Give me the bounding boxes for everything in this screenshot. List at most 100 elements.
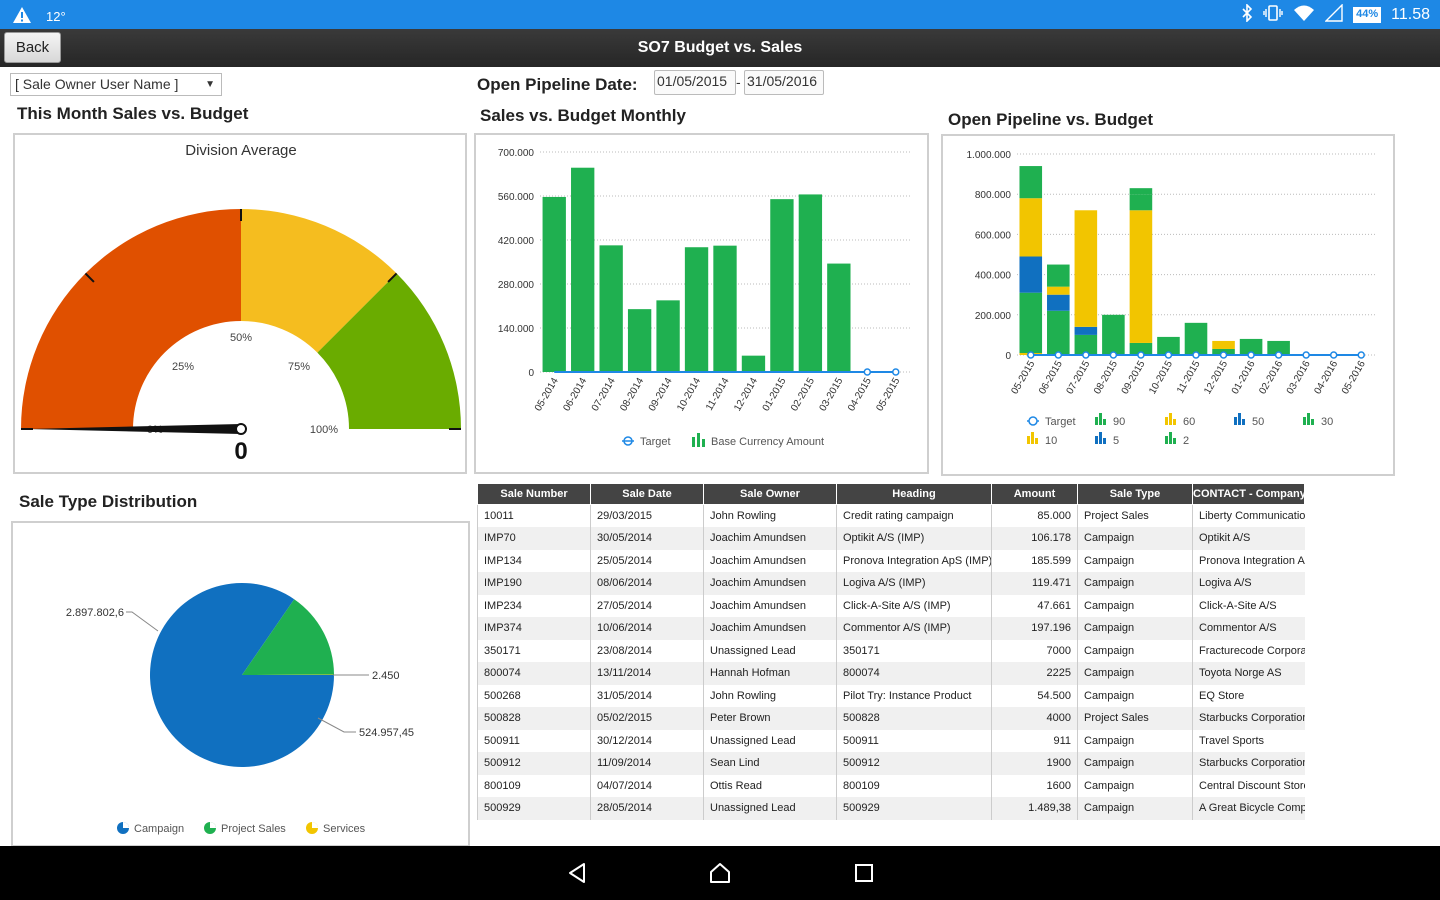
vibrate-icon xyxy=(1263,4,1283,26)
gauge-tick-mark xyxy=(84,272,95,283)
sale-owner-select[interactable]: [ Sale Owner User Name ] ▼ xyxy=(10,73,222,96)
table-row[interactable]: 10011 29/03/2015 John Rowling Credit rating… xyxy=(477,504,1305,527)
table-cell: 29/03/2015 xyxy=(590,504,704,527)
stack-segment xyxy=(1019,256,1043,293)
y-tick-label: 140.000 xyxy=(498,324,535,335)
y-tick-label: 200.000 xyxy=(975,311,1012,322)
x-tick-label: 09-2014 xyxy=(647,376,675,414)
stack-segment xyxy=(1267,340,1290,355)
table-cell: Campaign xyxy=(1077,549,1193,572)
target-point xyxy=(1082,351,1090,359)
table-cell: 500828 xyxy=(836,707,992,730)
x-tick-label: 02-2016 xyxy=(1257,359,1285,397)
table-cell: 500828 xyxy=(477,707,591,730)
table-row[interactable]: 350171 23/08/2014 Unassigned Lead 350171 700… xyxy=(477,639,1305,662)
home-nav-icon[interactable] xyxy=(708,861,732,890)
table-cell: Pronova Integration ApS (IMP) xyxy=(836,549,992,572)
legend-bar-marker xyxy=(1031,432,1034,444)
table-row[interactable]: IMP70 30/05/2014 Joachim Amundsen Optikit A… xyxy=(477,527,1305,550)
x-tick-label: 05-2015 xyxy=(1009,359,1037,397)
bar xyxy=(542,196,566,372)
legend-bar-marker xyxy=(1303,417,1306,425)
table-cell: IMP374 xyxy=(477,617,591,640)
table-row[interactable]: IMP190 08/06/2014 Joachim Amundsen Logiva A… xyxy=(477,572,1305,595)
table-cell: 119.471 xyxy=(991,572,1078,595)
legend-label: Project Sales xyxy=(221,823,286,835)
table-cell: 47.661 xyxy=(991,594,1078,617)
pie-leader-line xyxy=(126,611,159,632)
table-row[interactable]: IMP134 25/05/2014 Joachim Amundsen Pronova … xyxy=(477,549,1305,572)
col-header-sale-type[interactable]: Sale Type xyxy=(1077,483,1193,505)
table-cell: 4000 xyxy=(991,707,1078,730)
col-header-sale-date[interactable]: Sale Date xyxy=(590,483,704,505)
table-cell: Pronova Integration ApS xyxy=(1192,549,1305,572)
legend-bar-marker xyxy=(1169,432,1172,444)
x-tick-label: 03-2016 xyxy=(1285,359,1313,397)
table-row[interactable]: 500929 28/05/2014 Unassigned Lead 500929 1.4… xyxy=(477,797,1305,820)
table-cell: Ottis Read xyxy=(703,774,837,797)
stack-segment xyxy=(1239,338,1263,355)
legend-bar-marker xyxy=(1238,413,1241,425)
legend-bar-marker xyxy=(1173,419,1176,425)
stack-segment xyxy=(1212,340,1235,349)
table-cell: 800074 xyxy=(836,662,992,685)
table-row[interactable]: 500911 30/12/2014 Unassigned Lead 500911 911… xyxy=(477,729,1305,752)
table-row[interactable]: 800109 04/07/2014 Ottis Read 800109 1600 Camp… xyxy=(477,774,1305,797)
col-header-sale-number[interactable]: Sale Number xyxy=(477,483,591,505)
table-cell: IMP70 xyxy=(477,527,591,550)
pie-value-label: 2.450 xyxy=(372,670,400,682)
gauge-panel: Division Average 0%25%50%75%100%0 xyxy=(13,133,467,474)
table-cell: Travel Sports xyxy=(1192,729,1305,752)
table-cell: 500911 xyxy=(836,729,992,752)
table-cell: Campaign xyxy=(1077,639,1193,662)
bar xyxy=(684,247,709,372)
pipeline-title: Open Pipeline vs. Budget xyxy=(948,110,1153,129)
back-button[interactable]: Back xyxy=(4,32,61,63)
stack-segment xyxy=(1047,264,1070,287)
clock: 11.58 xyxy=(1391,6,1430,23)
gauge-tick-label: 100% xyxy=(310,424,338,436)
bar xyxy=(627,309,652,372)
table-cell: Campaign xyxy=(1077,797,1193,820)
stack-segment xyxy=(1129,194,1153,211)
table-cell: John Rowling xyxy=(703,684,837,707)
y-tick-label: 280.000 xyxy=(498,280,535,291)
target-point xyxy=(1137,351,1145,359)
y-tick-label: 1.000.000 xyxy=(967,150,1012,161)
back-nav-icon[interactable] xyxy=(565,861,589,890)
table-cell: Project Sales xyxy=(1077,504,1193,527)
table-row[interactable]: 500912 11/09/2014 Sean Lind 500912 1900 Campa… xyxy=(477,752,1305,775)
table-cell: Joachim Amundsen xyxy=(703,549,837,572)
x-tick-label: 10-2014 xyxy=(675,376,703,414)
table-row[interactable]: 500828 05/02/2015 Peter Brown 500828 4000 Pro… xyxy=(477,707,1305,730)
col-header-sale-owner[interactable]: Sale Owner xyxy=(703,483,837,505)
table-cell: Campaign xyxy=(1077,662,1193,685)
pipeline-date-label: Open Pipeline Date: xyxy=(477,75,638,94)
bar xyxy=(571,167,595,372)
recents-nav-icon[interactable] xyxy=(853,862,875,889)
date-to-input[interactable]: 31/05/2016 xyxy=(744,70,824,95)
legend-bar-marker xyxy=(1099,432,1102,444)
table-cell: Campaign xyxy=(1077,684,1193,707)
table-cell: 08/06/2014 xyxy=(590,572,704,595)
col-header-amount[interactable]: Amount xyxy=(991,483,1078,505)
x-tick-label: 02-2015 xyxy=(789,376,817,414)
table-cell: Commentor A/S xyxy=(1192,617,1305,640)
table-cell: Hannah Hofman xyxy=(703,662,837,685)
table-cell: A Great Bicycle Company xyxy=(1192,797,1305,820)
legend-label: 90 xyxy=(1113,416,1125,428)
date-from-input[interactable]: 01/05/2015 xyxy=(654,70,736,95)
table-cell: 31/05/2014 xyxy=(590,684,704,707)
col-header-company[interactable]: CONTACT - Company xyxy=(1192,483,1305,505)
monthly-bar-chart: 0 140.000 280.000 420.000 560.000 700.000 05-2… xyxy=(498,148,910,448)
table-row[interactable]: IMP374 10/06/2014 Joachim Amundsen Commento… xyxy=(477,617,1305,640)
table-cell: 25/05/2014 xyxy=(590,549,704,572)
table-row[interactable]: IMP234 27/05/2014 Joachim Amundsen Click-A-… xyxy=(477,594,1305,617)
nav-bar xyxy=(0,846,1440,900)
y-tick-label: 0 xyxy=(1005,351,1011,362)
table-cell: 85.000 xyxy=(991,504,1078,527)
table-cell: 7000 xyxy=(991,639,1078,662)
col-header-heading[interactable]: Heading xyxy=(836,483,992,505)
table-row[interactable]: 500268 31/05/2014 John Rowling Pilot Try: I… xyxy=(477,684,1305,707)
table-row[interactable]: 800074 13/11/2014 Hannah Hofman 800074 2225 C… xyxy=(477,662,1305,685)
